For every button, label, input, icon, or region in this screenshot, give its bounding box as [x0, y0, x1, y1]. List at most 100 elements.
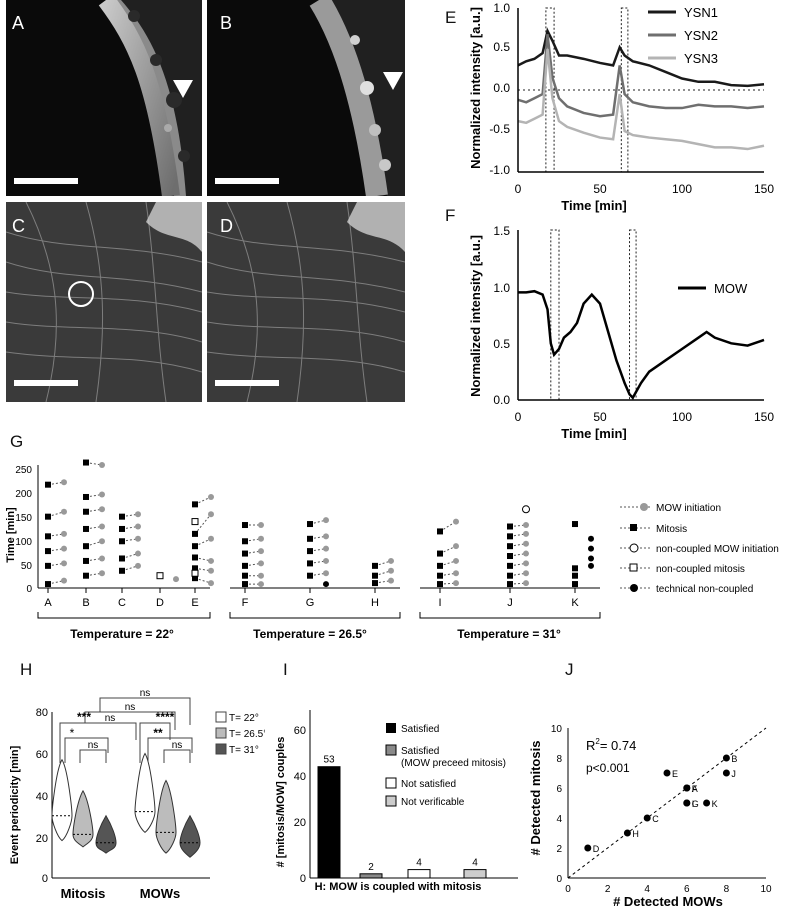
panel-label-b: B: [220, 13, 233, 33]
mow-marker: [323, 517, 329, 524]
legend-label: MOW initiation: [656, 503, 721, 514]
mow-marker: [453, 518, 459, 525]
mitosis-marker: [242, 538, 248, 545]
axis-label-y: Normalized intensity [a.u.]: [468, 235, 483, 397]
mow-marker: [173, 576, 179, 583]
series-line-ysn3: [517, 48, 765, 151]
mitosis-marker: [372, 562, 378, 569]
pair-link: [439, 521, 457, 532]
mow-marker: [208, 493, 214, 500]
scale-bar-d: [215, 380, 279, 386]
group-label: Temperature = 22°: [70, 627, 174, 641]
x-tick-label: G: [306, 597, 315, 609]
x-tick-label: 100: [672, 182, 692, 196]
sig-ns: ns: [125, 702, 136, 713]
panel-label-i: I: [283, 660, 288, 679]
mow-marker: [135, 511, 141, 518]
y-tick-label: 0.0: [493, 393, 510, 407]
y-tick-label: 0: [556, 874, 562, 885]
panel-f-chart: Normalized intensity [a.u.] Time [min] 1…: [468, 224, 774, 440]
mow-marker: [99, 570, 105, 577]
mow-marker: [208, 535, 214, 542]
technical-marker: [588, 535, 594, 542]
x-tick-label: F: [242, 597, 249, 609]
mitosis-marker: [83, 459, 89, 466]
legend-label: Satisfied: [401, 724, 439, 735]
sig-3star: ***: [77, 710, 91, 724]
mitosis-marker: [192, 565, 198, 572]
y-tick-label: 200: [15, 489, 32, 500]
x-tick-label: C: [118, 597, 126, 609]
mitosis-marker: [119, 525, 125, 532]
mow-marker: [258, 572, 264, 579]
mitosis-marker: [437, 550, 443, 557]
regression-line: [567, 727, 767, 879]
technical-marker: [323, 581, 329, 588]
mitosis-marker: [83, 493, 89, 500]
pair-link: [439, 545, 457, 555]
mitosis-marker: [242, 581, 248, 588]
y-tick-label: 250: [15, 465, 32, 476]
bar-value-label: 2: [368, 862, 374, 873]
mow-marker: [99, 555, 105, 562]
y-tick-label: 4: [556, 814, 562, 825]
data-point-label: K: [712, 799, 718, 809]
mow-marker: [208, 580, 214, 587]
legend-label: (MOW preceed mitosis): [401, 758, 506, 769]
noncoupled-mitosis-marker: [156, 572, 164, 580]
mitosis-marker: [45, 562, 51, 569]
mitosis-marker: [307, 548, 313, 555]
noncoupled-mow-marker: [522, 505, 530, 514]
violin: [95, 814, 117, 854]
x-tick-label: 2: [605, 884, 611, 895]
sig-ns: ns: [140, 688, 151, 699]
microtubule-image-d: [207, 202, 405, 402]
bar: [407, 869, 431, 879]
mitosis-marker: [45, 548, 51, 555]
group-bracket: [419, 612, 601, 619]
mitosis-marker: [45, 581, 51, 588]
x-tick-label: 4: [644, 884, 650, 895]
axis-label-y: Event periodicity [min]: [9, 745, 21, 864]
violin: [155, 779, 177, 854]
mitosis-marker: [119, 555, 125, 562]
bar: [317, 766, 341, 879]
mitosis-marker: [507, 533, 513, 540]
panel-label-c: C: [12, 216, 25, 236]
data-point: [722, 769, 730, 777]
data-point: [643, 814, 651, 822]
panel-label-d: D: [220, 216, 233, 236]
legend-label: non-coupled mitosis: [656, 564, 745, 575]
panel-e-chart: Normalized intensity [a.u.] Time [min] 1…: [468, 1, 774, 213]
group-bracket: [229, 612, 401, 619]
legend-label-ysn2: YSN2: [684, 28, 718, 43]
mow-marker: [523, 540, 529, 547]
x-tick-label: 8: [724, 884, 730, 895]
scale-bar-a: [14, 178, 78, 184]
legend-swatch: [385, 795, 397, 807]
panel-j-chart: # Detected mitosis # Detected MOWs R2= 0…: [528, 724, 772, 909]
axis-label-x: # Detected MOWs: [613, 894, 723, 909]
mitosis-marker: [307, 572, 313, 579]
axis-label-y: # Detected mitosis: [528, 741, 543, 856]
legend: YSN1 YSN2 YSN3: [648, 5, 718, 66]
mitosis-marker: [507, 543, 513, 550]
x-tick-label: H: [371, 597, 379, 609]
y-tick-label: 1.0: [493, 1, 510, 15]
mow-marker: [99, 491, 105, 498]
arrowhead-marker-a: [173, 80, 193, 98]
mitosis-marker: [119, 513, 125, 520]
y-tick-label: 100: [15, 537, 32, 548]
bar-value-label: 4: [416, 858, 422, 869]
mow-marker: [99, 506, 105, 513]
mow-marker: [523, 530, 529, 537]
violin: [179, 814, 201, 858]
mitosis-marker: [45, 481, 51, 488]
legend-label: Not verificable: [401, 797, 465, 808]
mitosis-marker: [192, 554, 198, 561]
mitosis-marker: [242, 572, 248, 579]
data-point-label: I: [692, 799, 695, 809]
mow-marker: [208, 511, 214, 518]
mow-marker: [453, 557, 459, 564]
y-tick-label: 60: [36, 749, 48, 761]
